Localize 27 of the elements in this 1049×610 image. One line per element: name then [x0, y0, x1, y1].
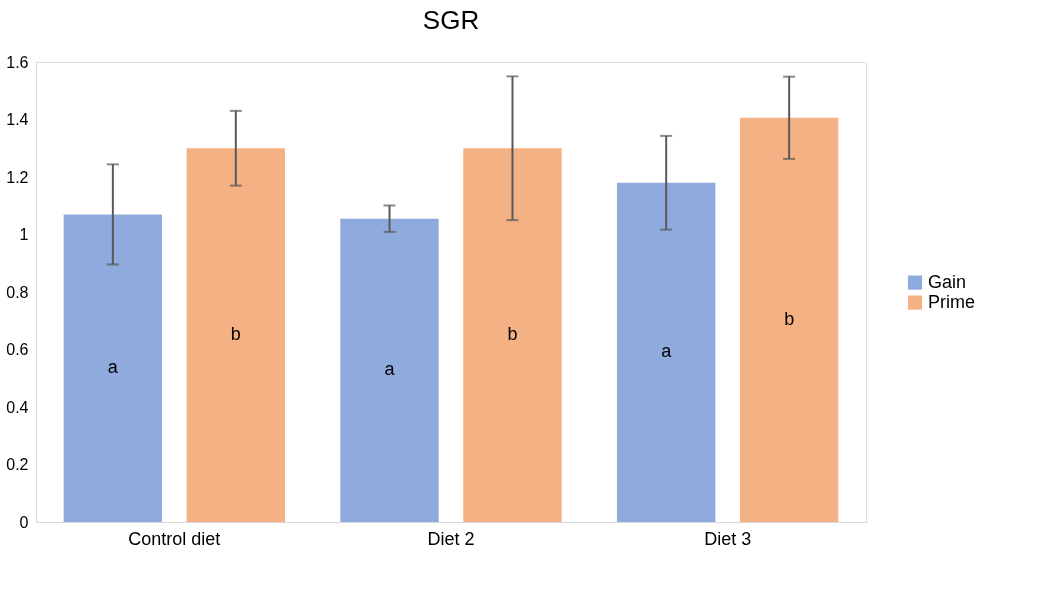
y-tick-label: 0.8 [6, 283, 29, 301]
x-tick-label: Diet 2 [427, 528, 475, 549]
y-tick-label: 1 [19, 226, 29, 243]
y-tick-label: 0 [19, 513, 29, 531]
y-tick-label: 0.4 [6, 398, 29, 416]
annotation: a [107, 357, 119, 378]
bar [617, 182, 716, 522]
bar [739, 117, 839, 522]
annotation: b [507, 324, 518, 345]
x-tick-label: Diet 3 [704, 528, 752, 549]
annotation: a [384, 359, 396, 380]
y-tick-label: 0.2 [6, 456, 29, 473]
bar [186, 148, 285, 522]
bar [340, 218, 439, 522]
chart-title: SGR [422, 5, 480, 35]
y-tick-label: 0.6 [6, 341, 29, 358]
legend-label: Prime [928, 291, 976, 312]
annotation: b [784, 308, 795, 329]
bar [463, 148, 562, 522]
annotation: b [230, 324, 241, 345]
bar [63, 214, 163, 522]
y-tick-label: 1.6 [6, 53, 29, 71]
x-tick-label: Control diet [128, 528, 221, 549]
annotation: a [661, 341, 673, 362]
y-tick-label: 1.4 [6, 111, 29, 128]
y-tick-label: 1.2 [6, 168, 29, 186]
legend-label: Gain [928, 271, 967, 292]
